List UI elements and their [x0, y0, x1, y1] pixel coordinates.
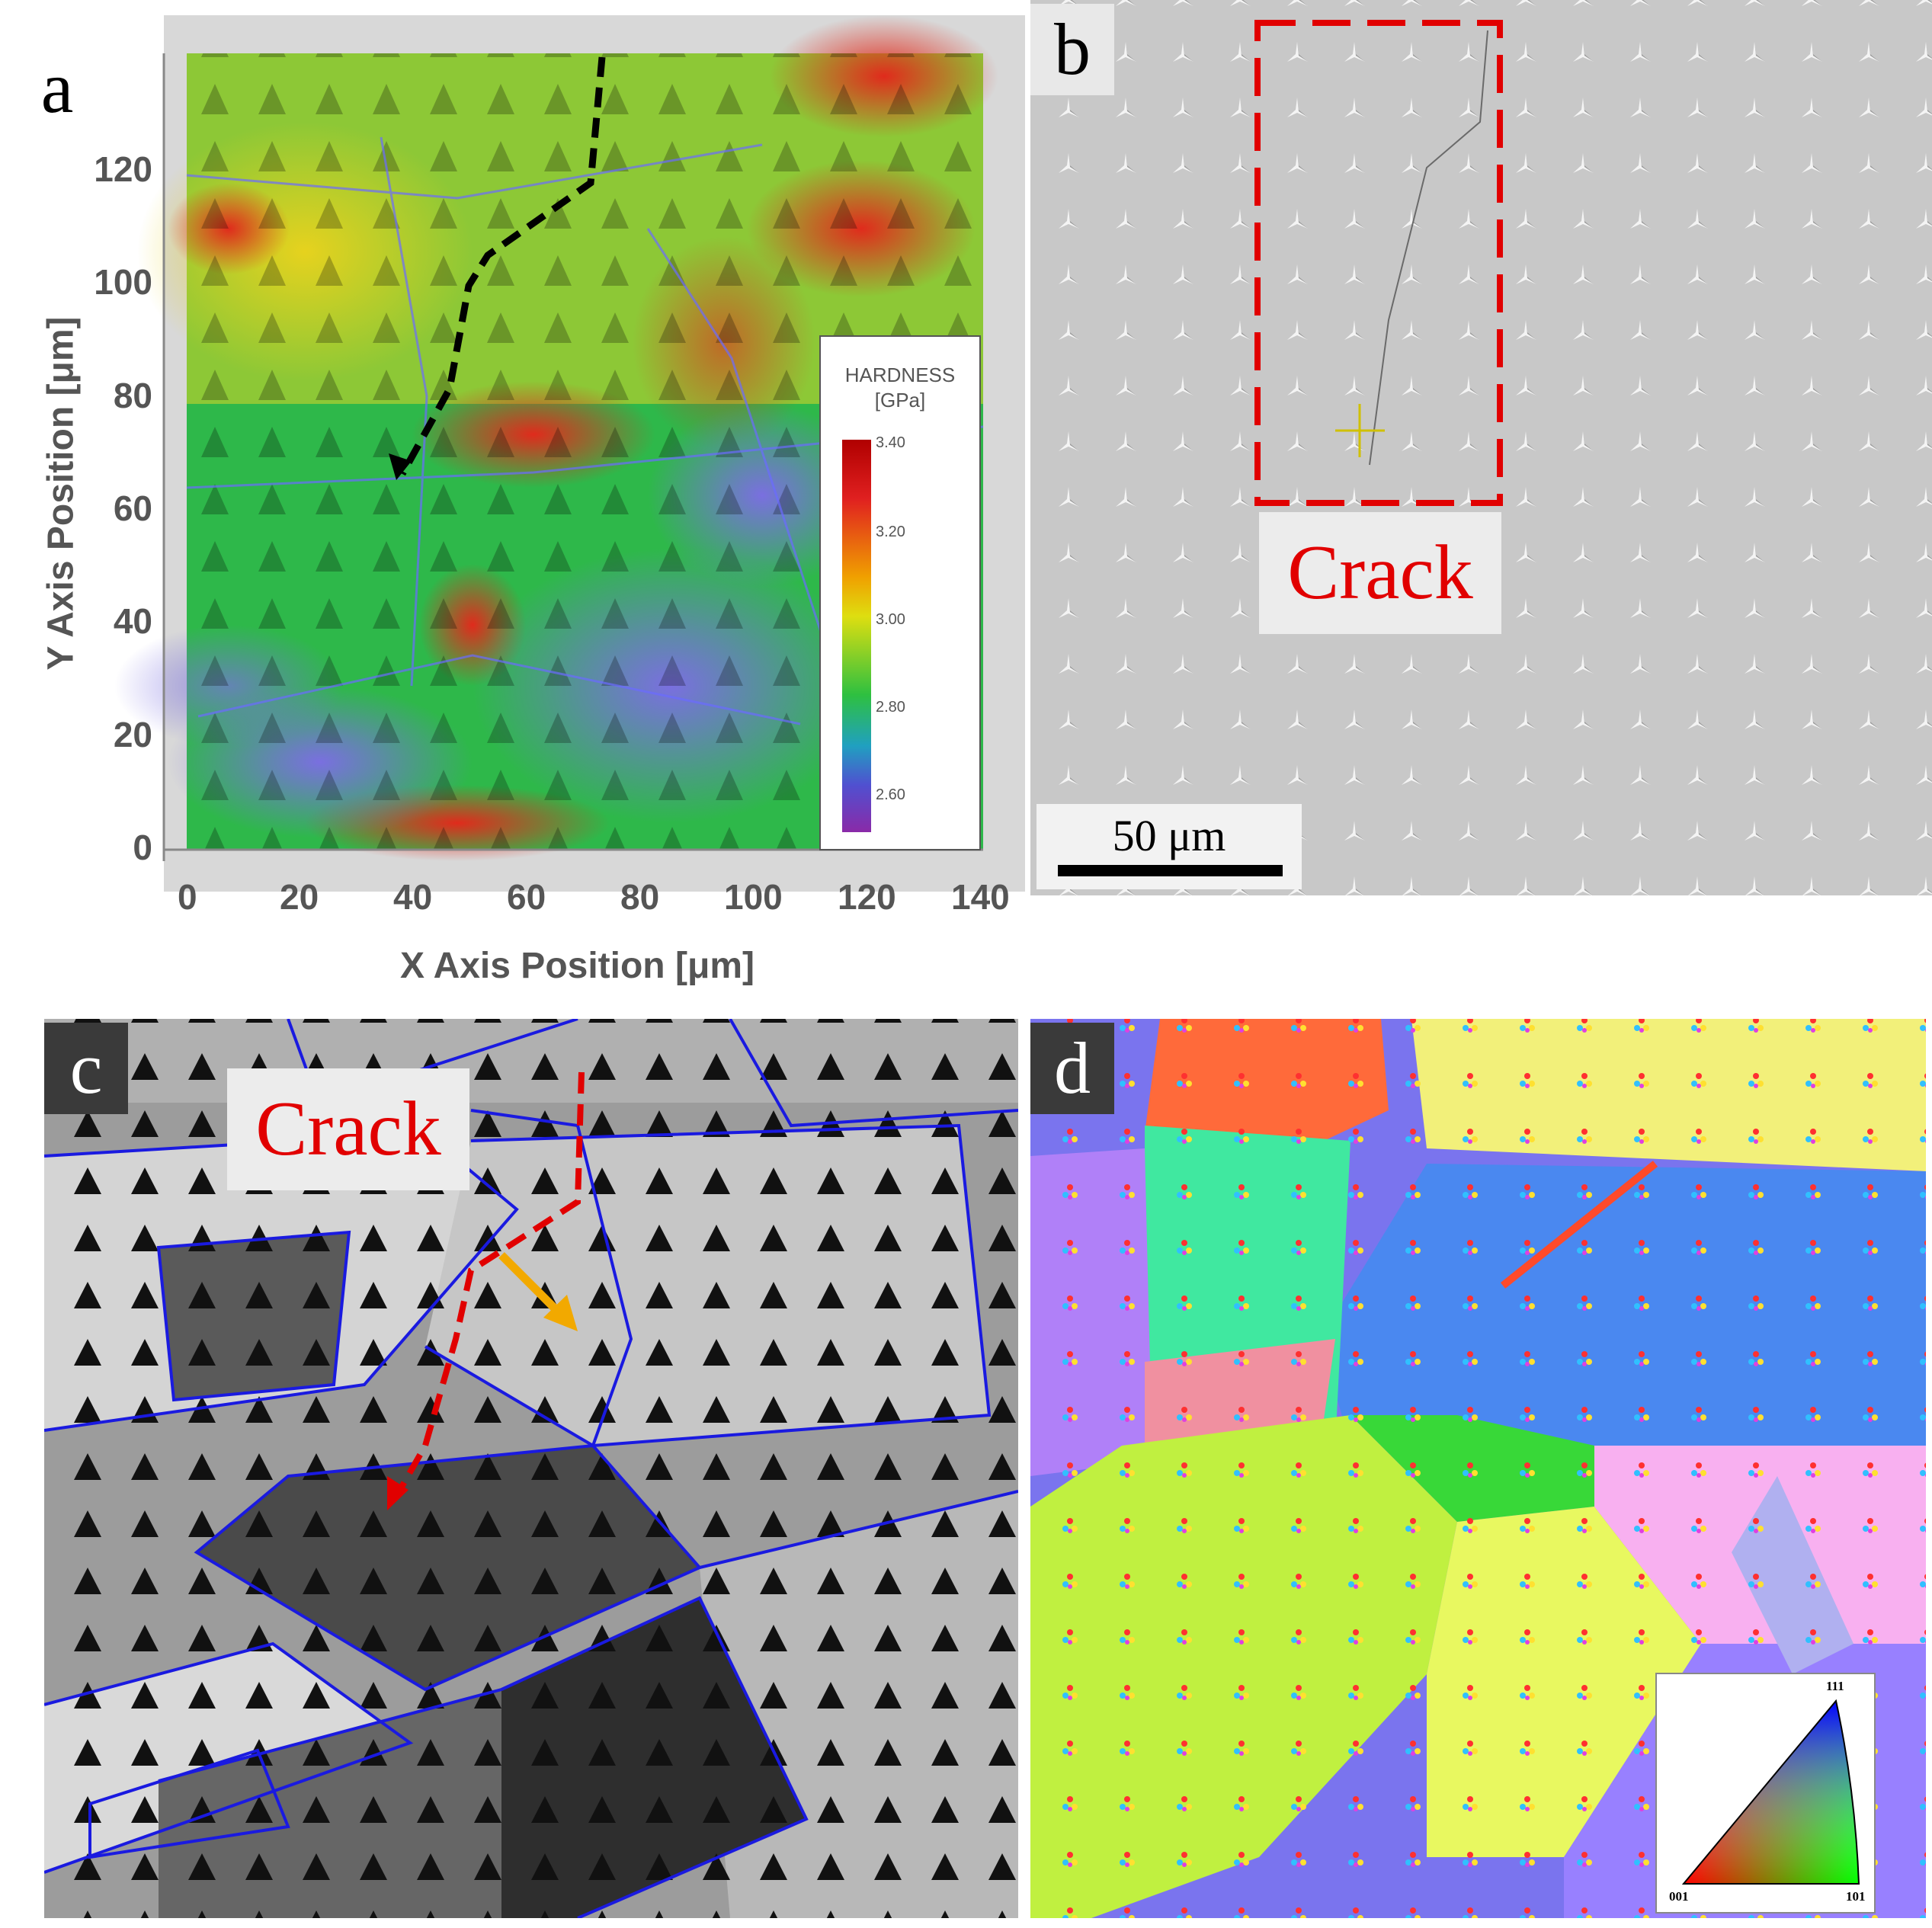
hardness-legend: HARDNESS [GPa] 3.40 3.20 3.00 2.80 2.60 — [819, 335, 981, 850]
indent-array-b — [1030, 0, 1932, 895]
scale-bar-box: 50 μm — [1036, 804, 1302, 889]
panel-label-c: c — [44, 1023, 128, 1114]
legend-title-1: HARDNESS — [844, 364, 956, 386]
x-tick-0: 0 — [178, 877, 197, 917]
y-tick-0: 0 — [133, 828, 152, 867]
panel-label-b: b — [1030, 4, 1114, 95]
x-tick-60: 60 — [507, 877, 546, 917]
ipf-map-d — [1030, 1019, 1926, 1918]
x-tick-80: 80 — [620, 877, 660, 917]
panel-d: d 111 001 101 — [1030, 1019, 1926, 1918]
x-tick-120: 120 — [838, 877, 896, 917]
crack-path-c — [392, 1071, 585, 1500]
x-tick-140: 140 — [951, 877, 1010, 917]
grain-map-c — [44, 1019, 1018, 1918]
legend-tick-320: 3.20 — [876, 524, 905, 540]
panel-label-d: d — [1030, 1023, 1114, 1114]
x-tick-40: 40 — [393, 877, 433, 917]
ipf-label-111: 111 — [1826, 1679, 1844, 1693]
y-tick-60: 60 — [113, 488, 152, 528]
ipf-label-001: 001 — [1669, 1889, 1689, 1904]
x-tick-100: 100 — [724, 877, 783, 917]
y-tick-80: 80 — [113, 376, 152, 415]
y-tick-120: 120 — [94, 149, 152, 189]
y-axis-label: Y Axis Position [μm] — [40, 316, 82, 671]
legend-tick-300: 3.00 — [876, 611, 905, 628]
crack-region-box — [1254, 20, 1503, 506]
scale-bar-line — [1058, 865, 1283, 876]
ipf-label-101: 101 — [1846, 1889, 1866, 1904]
legend-tick-260: 2.60 — [876, 786, 905, 803]
x-tick-20: 20 — [280, 877, 319, 917]
panel-b: b Crack 50 μm — [1030, 0, 1932, 895]
legend-tick-340: 3.40 — [876, 434, 905, 451]
legend-title-2: [GPa] — [874, 389, 926, 412]
crack-callout-c: Crack — [227, 1068, 469, 1190]
crack-callout-b: Crack — [1259, 512, 1501, 634]
crack-path-a — [399, 56, 606, 476]
y-tick-20: 20 — [113, 715, 152, 754]
ipf-key: 111 001 101 — [1655, 1673, 1876, 1914]
panel-c: c Crack — [44, 1019, 1018, 1918]
scale-bar-label: 50 μm — [1112, 811, 1226, 860]
y-tick-100: 100 — [94, 262, 152, 302]
legend-colorbar — [842, 440, 871, 832]
panel-a: a 0 20 40 60 80 100 120 0 20 40 60 80 10… — [0, 0, 1025, 1006]
panel-label-a: a — [40, 46, 74, 128]
x-axis-label: X Axis Position [μm] — [400, 946, 755, 986]
legend-tick-280: 2.80 — [876, 699, 905, 716]
y-tick-40: 40 — [113, 601, 152, 641]
arrow-c — [498, 1252, 566, 1319]
